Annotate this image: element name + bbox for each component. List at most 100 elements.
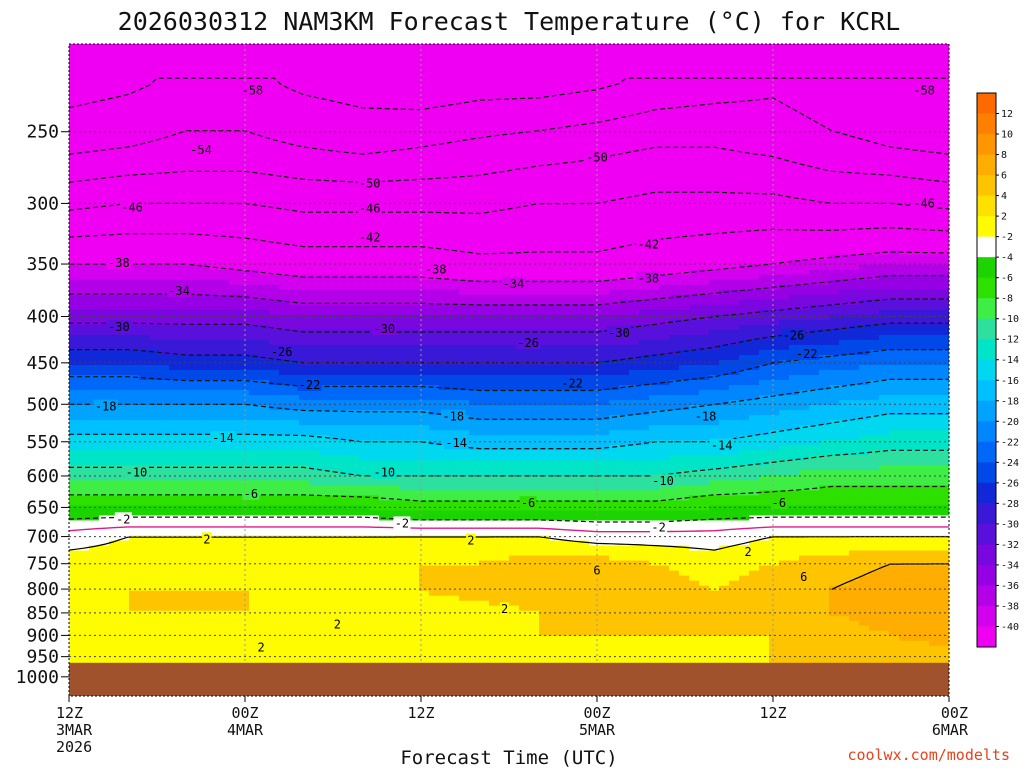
temperature-cell [129,189,140,196]
temperature-cell [179,254,190,261]
temperature-cell [349,44,360,50]
temperature-cell [359,84,370,90]
temperature-cell [819,254,830,261]
temperature-cell [419,104,430,110]
temperature-cell [719,284,730,291]
temperature-cell [419,159,430,165]
temperature-cell [309,314,320,321]
temperature-cell [569,324,580,331]
temperature-cell [399,299,410,306]
temperature-cell [869,194,880,201]
temperature-cell [719,124,730,130]
temperature-cell [589,174,600,181]
temperature-cell [469,294,480,301]
temperature-cell [659,169,670,175]
temperature-cell [379,199,390,206]
temperature-cell [189,204,200,211]
temperature-cell [379,309,390,316]
temperature-cell [519,94,530,100]
temperature-cell [759,159,770,165]
temperature-cell [319,84,330,90]
temperature-cell [489,164,500,170]
temperature-cell [229,214,240,221]
temperature-cell [859,199,870,206]
temperature-cell [799,219,810,226]
temperature-cell [569,294,580,301]
temperature-cell [619,89,630,95]
temperature-cell [599,319,610,326]
temperature-cell [709,164,720,170]
temperature-cell [729,269,740,276]
temperature-cell [679,149,690,155]
temperature-cell [809,184,820,191]
temperature-cell [699,49,710,55]
temperature-cell [439,134,450,140]
temperature-cell [829,249,840,256]
temperature-cell [309,119,320,125]
temperature-cell [669,99,680,105]
temperature-cell [859,64,870,70]
temperature-cell [99,144,110,150]
temperature-cell [199,49,210,55]
temperature-cell [919,259,930,266]
temperature-cell [69,289,80,296]
temperature-cell [229,309,240,316]
temperature-cell [929,174,940,181]
temperature-cell [759,179,770,186]
temperature-cell [619,314,630,321]
temperature-cell [529,124,540,130]
temperature-cell [369,109,380,115]
temperature-cell [719,169,730,175]
temperature-cell [169,84,180,90]
temperature-cell [639,164,650,170]
temperature-cell [179,134,190,140]
temperature-cell [799,254,810,261]
temperature-cell [229,319,240,326]
temperature-cell [769,144,780,150]
temperature-cell [449,279,460,286]
temperature-cell [759,274,770,281]
temperature-cell [489,49,500,55]
temperature-cell [509,99,520,105]
temperature-cell [229,299,240,306]
temperature-cell [419,184,430,191]
temperature-cell [289,44,300,50]
temperature-cell [499,184,510,191]
temperature-cell [769,54,780,60]
temperature-cell [799,299,810,306]
temperature-cell [489,139,500,145]
temperature-cell [489,279,500,286]
temperature-cell [869,99,880,105]
temperature-cell [869,304,880,311]
temperature-cell [579,304,590,311]
temperature-cell [549,54,560,60]
temperature-cell [919,64,930,70]
temperature-cell [769,94,780,100]
temperature-cell [289,164,300,170]
temperature-cell [349,259,360,266]
temperature-cell [109,294,120,301]
temperature-cell [649,179,660,186]
temperature-cell [439,124,450,130]
temperature-cell [329,194,340,201]
temperature-cell [489,304,500,311]
temperature-cell [869,239,880,246]
temperature-cell [459,99,470,105]
temperature-cell [679,324,690,331]
temperature-cell [209,274,220,281]
temperature-cell [269,309,280,316]
temperature-cell [709,239,720,246]
temperature-cell [269,214,280,221]
temperature-cell [439,214,450,221]
temperature-cell [499,269,510,276]
temperature-cell [609,314,620,321]
temperature-cell [389,314,400,321]
temperature-cell [259,309,270,316]
temperature-cell [89,164,100,170]
temperature-cell [379,154,390,160]
temperature-cell [539,59,550,65]
temperature-cell [889,69,900,75]
temperature-cell [899,249,910,256]
temperature-cell [759,189,770,196]
temperature-cell [619,219,630,226]
